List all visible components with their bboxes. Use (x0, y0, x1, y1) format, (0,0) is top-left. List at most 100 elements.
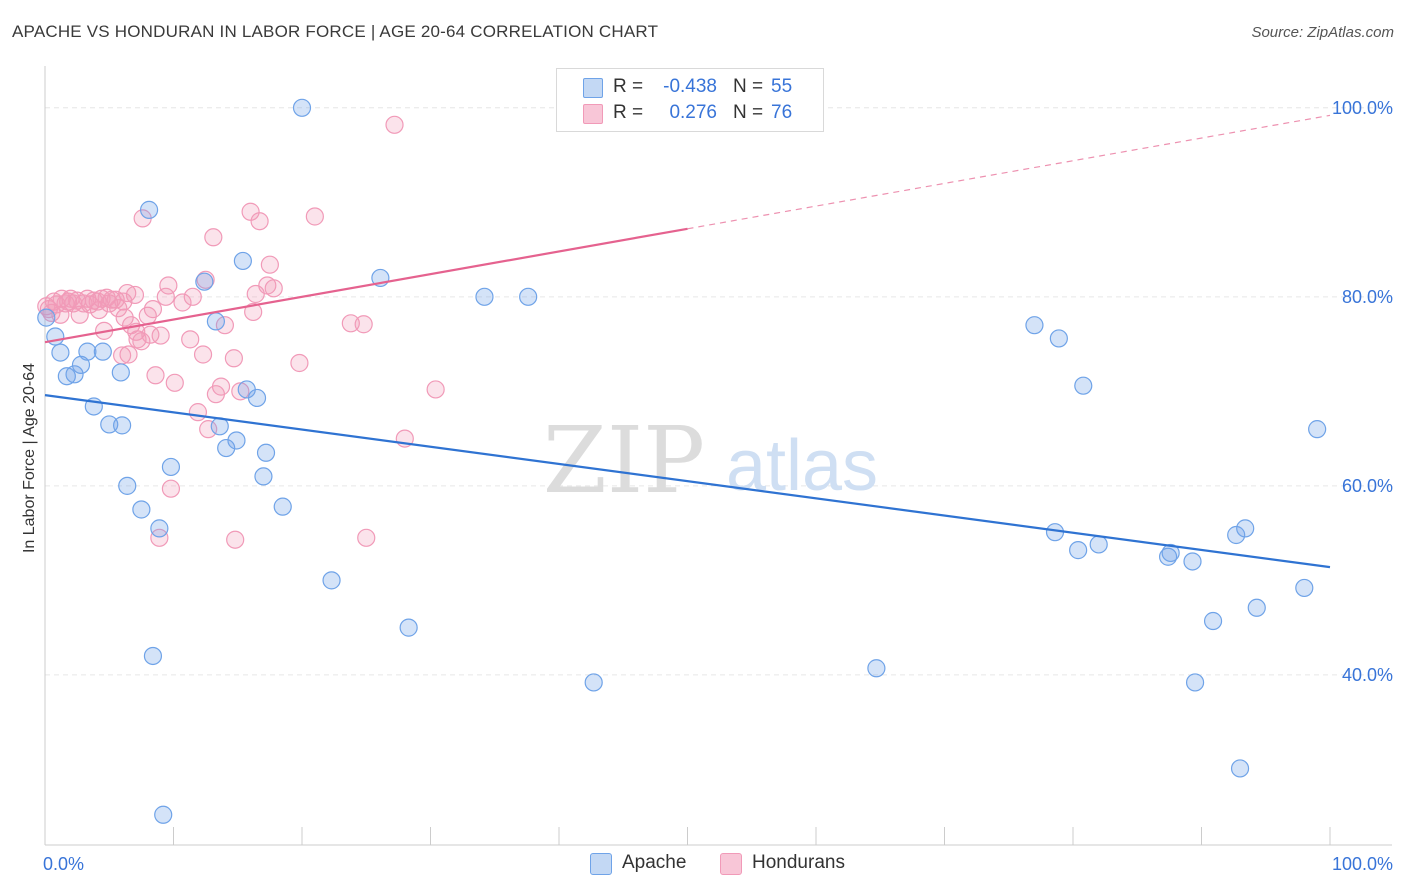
apache-point (143, 646, 163, 666)
apache-point (1074, 376, 1093, 395)
honduran-point (290, 353, 309, 373)
honduran-point (357, 528, 376, 547)
honduran-point (161, 479, 181, 498)
honduran-point (264, 279, 283, 298)
honduran-point (426, 380, 445, 399)
legend-n-label: N = (733, 102, 764, 123)
honduran-point (119, 345, 138, 364)
apache-point (399, 618, 418, 637)
honduran-point (244, 302, 263, 322)
apache-point (118, 476, 137, 495)
x-tick-label: 0.0% (43, 854, 84, 874)
legend-n-value: 76 (771, 102, 793, 123)
honduran-point (125, 285, 145, 305)
honduran-point (199, 420, 218, 439)
honduran-point (143, 300, 163, 319)
apache-trend-line (44, 394, 1331, 569)
legend-r-value: -0.438 (663, 76, 717, 97)
hondurans-swatch (720, 853, 742, 875)
honduran-point (181, 330, 200, 349)
legend-label-hondurans: Hondurans (752, 852, 845, 873)
watermark: ZIP atlas (543, 407, 878, 514)
legend-r-label: R = (613, 102, 644, 123)
apache-point (93, 342, 112, 361)
legend-n-value: 55 (771, 76, 793, 97)
legend-row-apache: R = -0.438 N = 55 (557, 75, 823, 101)
apache-point (112, 416, 132, 435)
axes (44, 66, 1392, 846)
honduran-point (132, 332, 151, 351)
apache-point (195, 272, 214, 291)
apache-point (51, 343, 70, 362)
y-tick-label: 60.0% (1342, 476, 1393, 496)
apache-point (322, 571, 341, 590)
apache-point (100, 415, 119, 434)
honduran-point (193, 345, 213, 364)
honduran-point (173, 293, 192, 312)
honduran-point (183, 287, 202, 306)
honduran-point (385, 115, 404, 134)
honduran-point (114, 292, 133, 311)
honduran-point (150, 528, 169, 547)
apache-point (292, 98, 312, 117)
apache-point (1295, 578, 1314, 598)
honduran-point (151, 326, 170, 345)
apache-point (867, 659, 886, 678)
honduran-point (224, 349, 243, 368)
hondurans-swatch (583, 104, 603, 124)
y-tick-label: 100.0% (1332, 98, 1393, 118)
chart-title: APACHE VS HONDURAN IN LABOR FORCE | AGE … (12, 22, 659, 41)
honduran-point (115, 308, 134, 327)
stats-legend: R = -0.438 N = 55 R = 0.276 N = 76 (556, 68, 824, 132)
legend-n-label: N = (733, 76, 764, 97)
legend-r-value: 0.276 (669, 102, 717, 123)
apache-point (132, 500, 151, 519)
apache-point (65, 365, 84, 384)
honduran-point (156, 287, 175, 306)
apache-point (1185, 673, 1205, 692)
apache-point (1230, 759, 1250, 778)
apache-point (1069, 541, 1088, 560)
honduran-point (354, 315, 373, 334)
apache-points (37, 98, 1327, 824)
apache-point (584, 673, 603, 692)
apache-point (1025, 316, 1044, 335)
apache-point (78, 342, 97, 361)
honduran-point (211, 377, 231, 396)
apache-point (519, 287, 538, 306)
apache-point (161, 457, 181, 477)
watermark-zip: ZIP (543, 407, 705, 514)
honduran-point (250, 212, 269, 231)
apache-point (1161, 543, 1180, 563)
apache-point (1308, 420, 1327, 439)
x-tick-label: 100.0% (1332, 854, 1393, 874)
apache-point (247, 388, 267, 408)
honduran-point (260, 255, 279, 274)
apache-swatch (590, 853, 612, 875)
honduran-point (341, 314, 360, 333)
hondurans-trend-line (44, 227, 688, 344)
apache-point (154, 805, 173, 824)
apache-point (1247, 598, 1266, 617)
honduran-point (231, 382, 250, 401)
apache-point (111, 363, 130, 382)
honduran-point (305, 207, 324, 226)
apache-point (273, 497, 292, 516)
y-tick-label: 80.0% (1342, 287, 1393, 307)
apache-point (1227, 525, 1246, 545)
apache-point (1203, 611, 1223, 631)
y-tick-label: 40.0% (1342, 665, 1393, 685)
hondurans-trend-extension (687, 114, 1331, 230)
apache-point (256, 443, 276, 462)
legend-label-apache: Apache (622, 852, 687, 873)
legend-row-hondurans: R = 0.276 N = 76 (557, 101, 823, 127)
honduran-point (204, 228, 223, 247)
apache-point (37, 308, 56, 327)
apache-point (1089, 535, 1108, 554)
apache-point (139, 200, 159, 219)
apache-point (150, 519, 169, 538)
honduran-point (159, 276, 178, 295)
watermark-atlas: atlas (726, 426, 878, 506)
honduran-point (165, 373, 184, 392)
